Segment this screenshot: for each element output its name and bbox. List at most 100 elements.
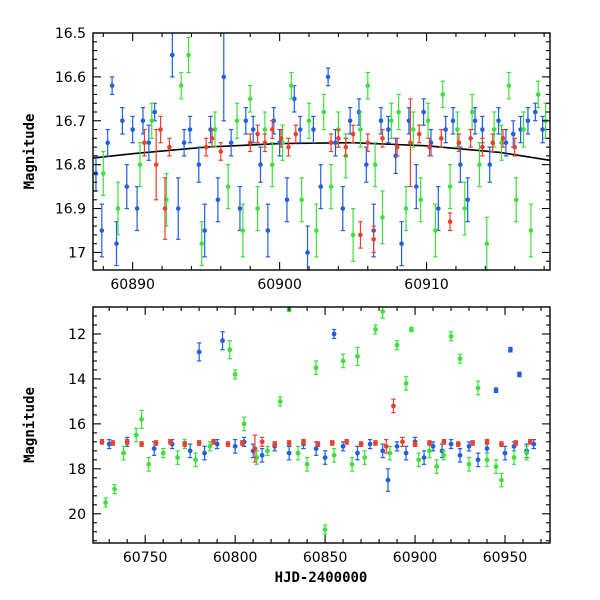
top-red-point-17 — [343, 137, 349, 157]
top-green-point-7 — [199, 221, 205, 267]
top-red-point-16 — [336, 128, 341, 148]
bottom-red-point-28 — [470, 440, 476, 446]
bottom-green-point-9 — [193, 452, 198, 468]
top-axis-ticks: 60890 60900 60910 16.5 16.6 16.7 16.8 16.9 17 — [55, 26, 550, 293]
top-red-point-22 — [380, 128, 385, 148]
bottom-blue-point-25 — [403, 445, 409, 461]
bottom-green-point-30 — [394, 340, 400, 351]
top-blue-point-52 — [450, 107, 456, 135]
bottom-x-axis-label: HJD-2400000 — [275, 570, 368, 586]
top-green-point-35 — [425, 102, 431, 139]
bottom-green-point-13 — [241, 416, 247, 432]
bottom-green-point-44 — [511, 450, 517, 465]
top-blue-point-43 — [386, 115, 391, 144]
top-blue-point-7 — [130, 115, 135, 144]
bottom-blue-point-12 — [259, 448, 265, 463]
bottom-green-point-2 — [121, 445, 126, 461]
top-x-tick-label: 60900 — [257, 277, 302, 293]
bottom-red-point-3 — [139, 441, 144, 447]
top-green-point-1 — [115, 181, 121, 236]
bottom-red-point-6 — [182, 441, 188, 447]
bottom-blue-point-33 — [475, 452, 481, 468]
bottom-green-point-15 — [265, 445, 270, 456]
bottom-red-point-27 — [455, 441, 461, 447]
bottom-blue-point-30 — [448, 439, 454, 450]
bottom-blue-point-0 — [106, 439, 112, 450]
top-blue-point-8 — [134, 186, 140, 232]
bottom-green-point-11 — [227, 340, 233, 360]
top-y-axis-label: Magnitude — [22, 114, 38, 190]
top-green-point-10 — [234, 102, 240, 139]
top-green-point-0 — [100, 150, 106, 196]
bottom-green-point-24 — [349, 456, 355, 472]
bottom-blue-point-27 — [421, 450, 427, 465]
top-red-point-1 — [153, 128, 159, 201]
bottom-x-tick-label: 60950 — [483, 550, 528, 566]
bottom-blue-point-18 — [331, 328, 337, 340]
top-blue-point-63 — [533, 102, 538, 122]
top-blue-point-37 — [340, 186, 346, 232]
top-red-point-33 — [500, 128, 506, 148]
bottom-y-axis-label: Magnitude — [22, 387, 38, 463]
top-blue-point-57 — [487, 146, 493, 183]
bottom-red-point-12 — [259, 436, 265, 447]
top-blue-point-6 — [124, 164, 130, 210]
top-green-point-38 — [447, 164, 453, 210]
top-green-point-40 — [462, 181, 468, 236]
top-blue-point-54 — [465, 177, 471, 223]
top-y-tick-label: 16.8 — [55, 158, 86, 174]
top-blue-point-24 — [250, 115, 256, 144]
top-x-tick-label: 60910 — [404, 277, 449, 293]
top-green-point-46 — [506, 71, 512, 100]
bottom-red-point-25 — [427, 440, 432, 446]
bottom-green-point-22 — [331, 448, 337, 463]
bottom-red-point-7 — [196, 440, 202, 446]
top-green-point-13 — [255, 186, 260, 232]
top-blue-point-12 — [170, 33, 175, 78]
top-blue-point-10 — [146, 124, 152, 161]
top-blue-point-45 — [399, 221, 404, 267]
top-red-point-13 — [286, 137, 291, 157]
top-red-point-5 — [203, 137, 209, 157]
bottom-green-point-4 — [139, 409, 144, 429]
top-red-point-9 — [255, 124, 260, 144]
bottom-red-point-5 — [167, 439, 173, 445]
bottom-y-tick-label: 14 — [68, 372, 86, 388]
top-red-point-11 — [269, 120, 275, 139]
top-blue-point-29 — [284, 177, 290, 223]
top-blue-point-20 — [221, 33, 227, 122]
top-green-point-17 — [289, 71, 294, 100]
top-red-point-21 — [371, 225, 376, 254]
bottom-green-point-39 — [466, 456, 472, 472]
top-blue-point-26 — [265, 203, 271, 258]
top-green-point-34 — [418, 177, 423, 223]
bottom-panel: 60750 60800 60850 60900 60950 12 14 16 18 20 Magn… — [22, 306, 551, 586]
bottom-plot-frame — [92, 306, 551, 544]
top-green-point-26 — [358, 111, 363, 148]
top-blue-point-31 — [297, 115, 303, 144]
bottom-blue-point-19 — [340, 441, 346, 452]
top-blue-point-22 — [237, 186, 243, 232]
top-red-point-32 — [490, 133, 495, 153]
bottom-red-point-17 — [329, 440, 335, 446]
bottom-blue-point-9 — [232, 439, 238, 454]
bottom-red-point-24 — [412, 441, 418, 447]
top-red-point-27 — [438, 128, 444, 148]
bottom-y-tick-label: 18 — [68, 462, 86, 478]
bottom-x-tick-label: 60800 — [213, 550, 258, 566]
bottom-green-point-20 — [313, 360, 319, 376]
top-green-point-48 — [521, 111, 526, 148]
bottom-green-point-23 — [340, 353, 346, 369]
top-green-point-2 — [137, 142, 143, 188]
top-blue-point-1 — [99, 203, 105, 258]
bottom-blue-point-32 — [466, 441, 472, 452]
top-red-point-0 — [142, 128, 147, 157]
top-blue-point-3 — [109, 76, 115, 96]
top-green-point-30 — [388, 102, 394, 139]
bottom-blue-point-34 — [484, 443, 490, 454]
top-red-point-34 — [512, 137, 518, 157]
bottom-red-point-30 — [499, 441, 504, 447]
bottom-red-point-15 — [301, 439, 306, 445]
top-y-tick-label: 16.6 — [55, 70, 86, 86]
bottom-green-point-18 — [295, 445, 301, 461]
